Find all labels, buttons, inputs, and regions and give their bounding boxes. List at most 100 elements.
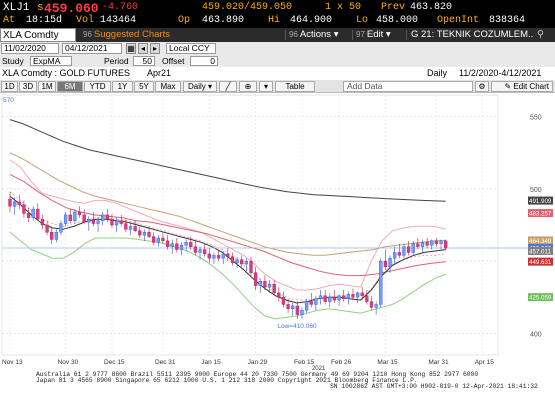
candle-body [406, 246, 411, 253]
security-input[interactable]: XLA Comdty [0, 28, 76, 42]
suggested-charts-button[interactable]: 96 Suggested Charts [80, 28, 173, 42]
settings-icon[interactable]: ⚙ [475, 81, 489, 92]
zoom-icon[interactable]: ⊕ [239, 81, 257, 92]
candle-body [226, 253, 230, 257]
candle-body [430, 240, 434, 246]
table-button[interactable]: Table [275, 81, 315, 92]
candle-body [73, 211, 77, 221]
range-button-1m[interactable]: 1M [38, 81, 56, 92]
candle-body [314, 298, 318, 305]
x-tick-label: Dec 15 [104, 359, 125, 366]
x-tick-label: Jan 15 [201, 359, 221, 366]
quote-time: 18:15d [26, 15, 63, 26]
candle-body [337, 295, 341, 301]
menu-divider [352, 30, 353, 40]
add-data-input[interactable]: Add Data [343, 81, 473, 92]
next-period-icon[interactable]: ▸ [150, 43, 160, 54]
at-label: At [3, 15, 16, 26]
candle-body [8, 198, 12, 207]
candle-body [318, 295, 323, 299]
candle-body [402, 246, 406, 256]
candle-body [40, 219, 45, 226]
candle-body [253, 272, 258, 286]
frequency-select[interactable]: Daily ▾ [183, 81, 217, 92]
chart-toolbar: 1D 3D 1M 6M YTD 1Y 5Y Max Daily ▾ ╱ ⊕ ▾ … [0, 80, 555, 93]
candle-body [114, 220, 119, 226]
band-lower-line [9, 231, 446, 320]
vol-label: Vol [76, 15, 95, 26]
range-button-1d[interactable]: 1D [1, 81, 18, 92]
candle-body [351, 294, 355, 298]
low-price: 458.000 [376, 15, 419, 26]
candle-body [212, 255, 216, 259]
edit-number: 97 [356, 30, 365, 39]
candle-body [165, 240, 170, 247]
candle-body [244, 260, 249, 265]
x-tick-label: Nov 30 [58, 359, 79, 366]
open-interest: 838364 [489, 15, 526, 26]
range-button-ytd[interactable]: YTD [84, 81, 111, 92]
calendar-icon[interactable]: ▦ [126, 43, 136, 54]
edit-chart-button[interactable]: ✎ Edit Chart [491, 81, 553, 92]
range-button-3d[interactable]: 3D [19, 81, 37, 92]
candle-body [133, 226, 137, 231]
bid-ask: 459.020/459.050 [202, 2, 293, 13]
y-tick-label: 550 [530, 115, 542, 122]
moving-average-red [9, 173, 446, 277]
candle-body [119, 220, 123, 224]
candle-body [393, 252, 397, 259]
candle-body [96, 220, 100, 224]
date-range-row: 11/02/2020 04/12/2021 ▦ ◂ ▸ Local CCY [0, 42, 555, 55]
volume: 143464 [100, 15, 137, 26]
start-date-input[interactable]: 11/02/2020 [1, 43, 59, 54]
actions-button[interactable]: 96 Actions ▾ [286, 28, 341, 42]
chevron-down-icon[interactable]: ▾ [259, 81, 273, 92]
candle-body [411, 243, 415, 253]
candle-body [31, 208, 35, 218]
candle-body [193, 246, 198, 253]
period-input[interactable]: 50 [133, 56, 155, 66]
prev-period-icon[interactable]: ◂ [138, 43, 148, 54]
candle-body [342, 295, 346, 299]
candle-body [425, 242, 429, 246]
candle-body [50, 232, 54, 240]
open-label: Op [178, 15, 191, 26]
candle-body [286, 304, 290, 309]
study-select[interactable]: ExpMA [30, 56, 72, 66]
currency-select[interactable]: Local CCY [166, 43, 216, 54]
candle-body [281, 297, 286, 305]
menu-divider [406, 30, 407, 40]
frequency-label: Daily [427, 68, 448, 78]
candle-body [87, 219, 91, 223]
candle-body [101, 214, 105, 221]
range-button-6m[interactable]: 6M [57, 81, 83, 92]
range-button-1y[interactable]: 1Y [112, 81, 133, 92]
candle-body [147, 232, 151, 237]
range-button-5y[interactable]: 5Y [134, 81, 154, 92]
candle-body [332, 297, 337, 301]
prev-close: 463.820 [410, 2, 453, 13]
candle-body [439, 240, 443, 244]
draw-line-icon[interactable]: ╱ [219, 81, 237, 92]
candle-body [59, 223, 63, 233]
pencil-icon: ✎ [504, 82, 512, 91]
end-date-input[interactable]: 04/12/2021 [62, 43, 122, 54]
offset-input[interactable]: 0 [190, 56, 218, 66]
candle-body [420, 242, 425, 247]
open-interest-label: OpenInt [437, 15, 480, 26]
high-price: 464.900 [290, 15, 333, 26]
edit-chart-label: Edit Chart [513, 82, 549, 91]
range-button-max[interactable]: Max [155, 81, 181, 92]
moving-average-long [9, 119, 446, 202]
candle-body [221, 253, 225, 259]
pin-icon[interactable]: ⚲ [537, 29, 544, 40]
candle-body [277, 292, 281, 298]
edit-button[interactable]: 97 Edit ▾ [353, 28, 394, 42]
candle-body [374, 304, 378, 308]
candle-body [416, 243, 420, 247]
x-tick-label: Feb 26 [331, 359, 352, 366]
candle-body [45, 224, 49, 233]
candle-body [309, 301, 313, 305]
